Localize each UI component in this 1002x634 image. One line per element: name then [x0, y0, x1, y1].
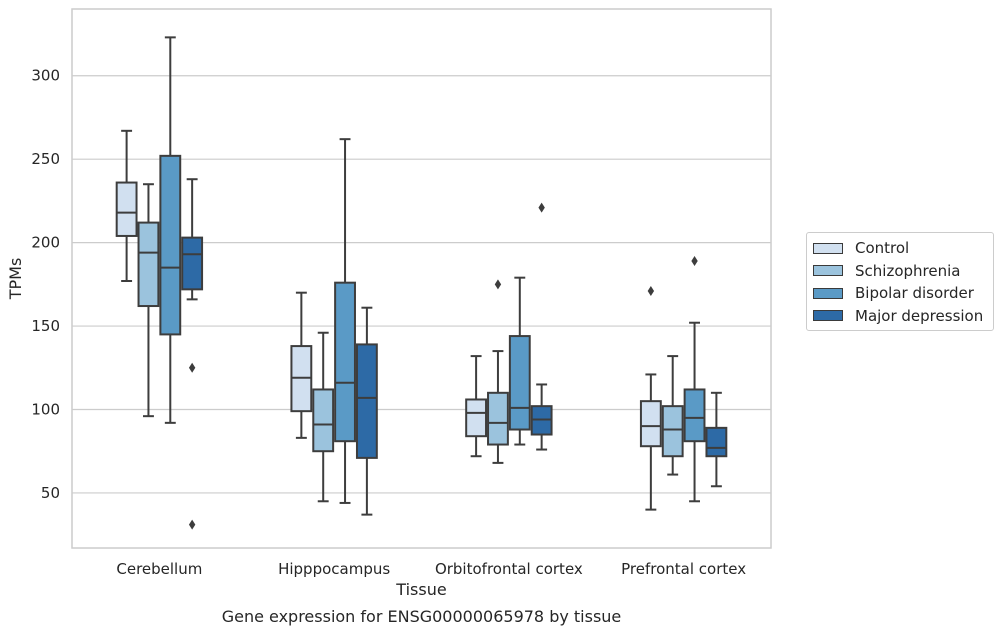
box-3-0 [181, 178, 204, 530]
box-iqr [639, 400, 662, 448]
legend-swatch [813, 265, 843, 277]
legend-item-1: Schizophrenia [807, 260, 993, 283]
outlier-point-0 [647, 286, 655, 297]
box-iqr [487, 391, 509, 446]
y-tick-250: 250 [31, 150, 60, 168]
box-iqr [355, 343, 378, 459]
legend-label: Major depression [855, 306, 984, 325]
box-iqr [334, 281, 356, 443]
plot-frame [71, 8, 772, 549]
box-iqr [683, 388, 706, 443]
y-tick-150: 150 [31, 317, 60, 335]
box-2-2 [508, 276, 531, 446]
box-3-3 [705, 391, 728, 488]
legend-label: Control [855, 239, 910, 258]
y-tick-200: 200 [31, 234, 60, 252]
box-2-1 [334, 138, 356, 504]
box-iqr [465, 398, 488, 438]
outlier-point-0 [188, 362, 196, 373]
legend-swatch [813, 310, 843, 322]
legend-item-0: Control [807, 237, 993, 260]
legend-item-3: Major depression [807, 305, 993, 328]
box-3-1 [355, 306, 378, 516]
box-iqr [159, 154, 182, 336]
box-1-0 [137, 183, 160, 418]
box-iqr [312, 388, 335, 453]
box-0-1 [290, 291, 313, 439]
outlier-point-1 [188, 519, 196, 530]
x-tick-2: Orbitofrontal cortex [435, 560, 583, 578]
box-1-2 [487, 279, 509, 464]
chart-caption: Gene expression for ENSG00000065978 by t… [222, 607, 622, 626]
box-1-1 [312, 331, 335, 503]
x-tick-1: Hipppocampus [278, 560, 390, 578]
outlier-point-0 [494, 279, 502, 290]
y-tick-labels: 50 100 150 200 250 300 [31, 67, 60, 502]
box-3-2 [530, 202, 553, 451]
y-tick-50: 50 [41, 484, 60, 502]
x-tick-3: Prefrontal cortex [621, 560, 746, 578]
legend-swatch [813, 242, 843, 254]
y-axis-label: TPMs [6, 258, 25, 301]
box-iqr [508, 335, 531, 431]
box-0-0 [115, 129, 138, 283]
legend-label: Bipolar disorder [855, 284, 974, 303]
box-iqr [705, 426, 728, 458]
y-tick-300: 300 [31, 67, 60, 85]
box-iqr [181, 236, 204, 291]
x-axis-label: Tissue [395, 580, 446, 599]
outlier-point-0 [538, 202, 545, 213]
box-1-3 [661, 355, 684, 476]
box-iqr [661, 405, 684, 458]
box-0-2 [465, 355, 488, 458]
outlier-point-0 [691, 255, 698, 266]
box-2-0 [159, 36, 182, 424]
legend: Control Schizophrenia Bipolar disorder Majo… [806, 232, 994, 331]
x-tick-labels: Cerebellum Hipppocampus Orbitofrontal cort… [116, 560, 746, 578]
legend-label: Schizophrenia [855, 261, 961, 280]
legend-item-2: Bipolar disorder [807, 282, 993, 305]
box-layer [115, 36, 728, 530]
x-tick-0: Cerebellum [116, 560, 202, 578]
box-iqr [115, 181, 138, 237]
box-iqr [137, 221, 160, 308]
y-tick-100: 100 [31, 400, 60, 418]
legend-swatch [813, 287, 843, 299]
box-2-3 [683, 255, 706, 503]
box-0-3 [639, 286, 662, 511]
